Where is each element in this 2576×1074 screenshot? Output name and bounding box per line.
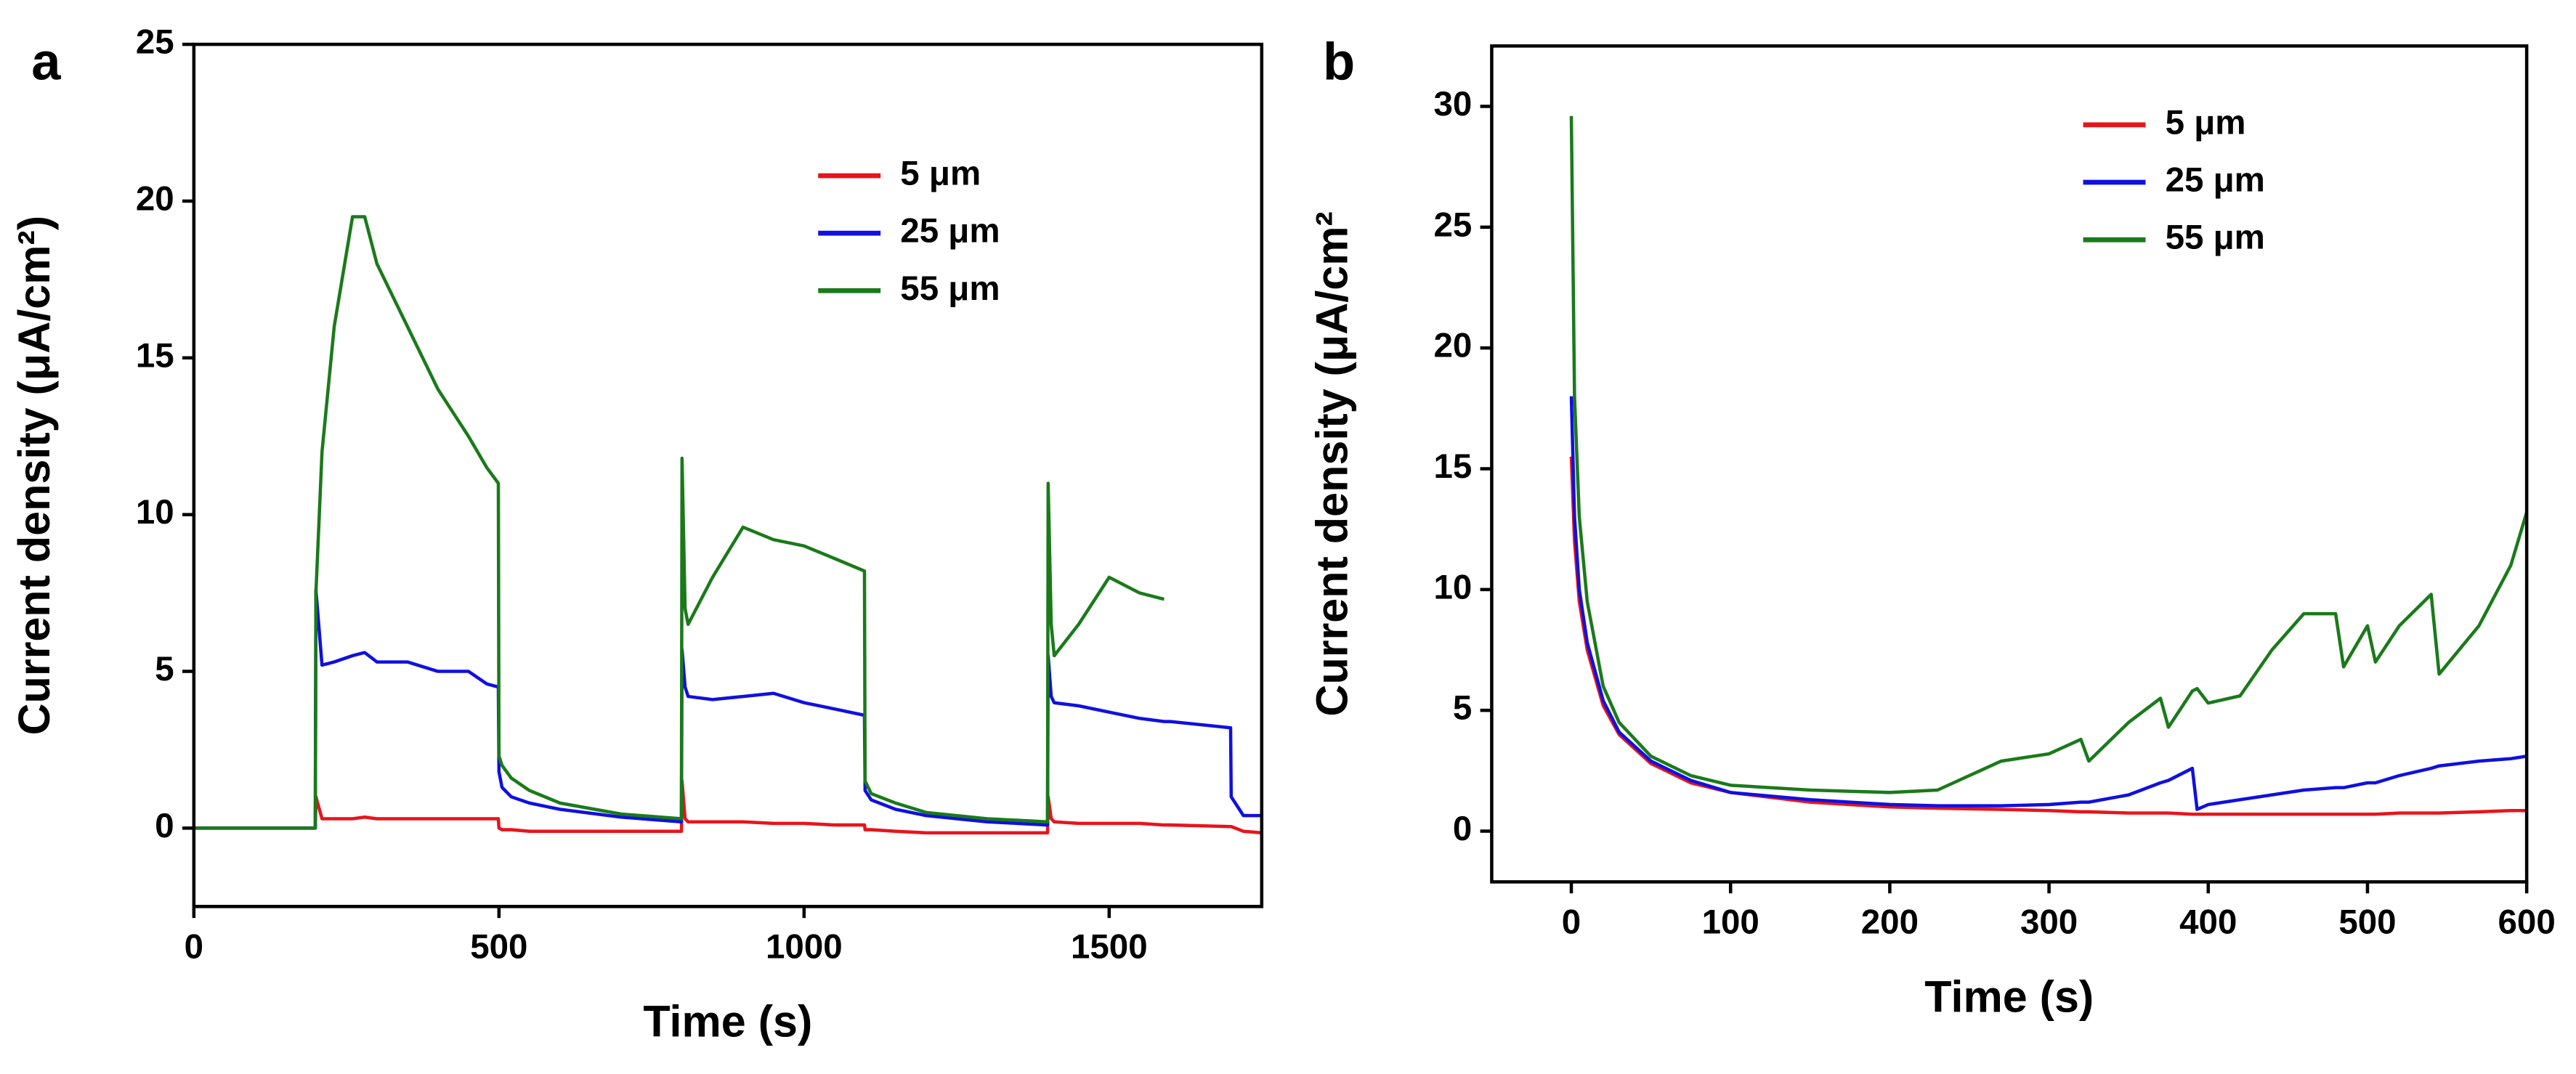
y-axis-label: Current density (μA/cm² (1308, 211, 1357, 716)
y-tick-label: 25 (1433, 206, 1472, 244)
panel-label: a (31, 33, 61, 91)
x-tick-label: 0 (1562, 903, 1581, 942)
x-tick-label: 1500 (1071, 928, 1148, 967)
x-axis-label: Time (s) (643, 996, 812, 1046)
x-axis-label: Time (s) (1924, 972, 2094, 1021)
data-line (193, 779, 1262, 835)
x-tick-label: 400 (2179, 903, 2237, 942)
y-tick-label: 0 (155, 807, 174, 845)
y-tick-label: 10 (1433, 568, 1472, 606)
y-tick-label: 10 (136, 493, 174, 532)
data-line (193, 588, 1262, 830)
data-line (1569, 456, 2527, 816)
y-tick-label: 20 (136, 179, 174, 218)
plot-frame (1490, 44, 2529, 884)
legend-label: 55 μm (2166, 219, 2265, 257)
data-line (1569, 115, 2527, 794)
legend-label: 5 μm (900, 155, 981, 193)
x-tick-label: 0 (185, 928, 203, 967)
legend-label: 5 μm (2166, 103, 2246, 142)
legend-label: 25 μm (2166, 161, 2265, 200)
y-tick-label: 25 (136, 23, 174, 62)
data-line (1569, 396, 2527, 811)
y-tick-label: 15 (1433, 447, 1472, 486)
y-tick-label: 30 (1433, 85, 1472, 123)
legend-label: 25 μm (900, 212, 1000, 251)
y-axis-label: Current density (μA/cm²) (9, 216, 59, 736)
y-tick-label: 15 (136, 336, 174, 375)
x-tick-label: 500 (2338, 903, 2396, 942)
x-tick-label: 300 (2020, 903, 2078, 942)
y-tick-label: 20 (1433, 327, 1472, 365)
x-tick-label: 600 (2498, 903, 2556, 942)
plot-frame (192, 42, 1264, 908)
x-tick-label: 100 (1702, 903, 1759, 942)
x-tick-label: 200 (1861, 903, 1919, 942)
x-tick-label: 500 (470, 928, 527, 967)
y-tick-label: 5 (155, 650, 174, 688)
legend-label: 55 μm (900, 269, 1000, 308)
panel-label: b (1323, 33, 1355, 91)
x-tick-label: 1000 (766, 928, 843, 967)
data-line (193, 215, 1165, 830)
y-tick-label: 0 (1453, 810, 1472, 848)
y-tick-label: 5 (1453, 689, 1472, 728)
